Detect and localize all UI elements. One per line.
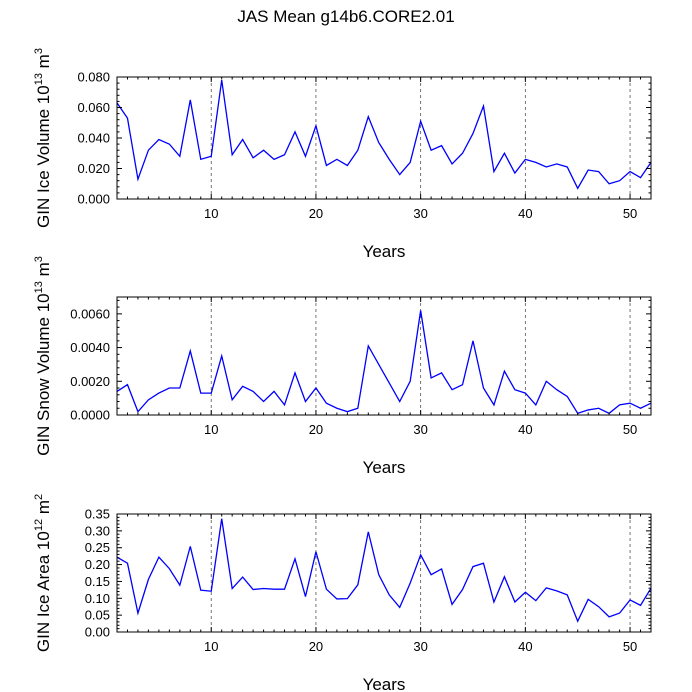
panel-1-ytick-label: 0.000 — [77, 192, 110, 207]
panel-2-series-line-1 — [116, 310, 652, 415]
panel-3-xtick-label: 20 — [309, 639, 323, 654]
panel-1-xtick-label: 40 — [518, 206, 532, 221]
panel-3-xtick-label: 30 — [413, 639, 427, 654]
panel-3-ytick-label: 0.30 — [85, 523, 110, 538]
panel-2-ytick-label: 0.0000 — [70, 408, 110, 423]
panel-3-ytick-label: 0.25 — [85, 540, 110, 555]
panel-1-xtick-label: 30 — [413, 206, 427, 221]
panel-1-ytick-label: 0.040 — [77, 131, 110, 146]
panel-1-x-axis-title: Years — [363, 242, 406, 261]
panel-2-xtick-label: 50 — [623, 422, 637, 437]
panel-1-ytick-label: 0.060 — [77, 100, 110, 115]
chart-title: JAS Mean g14b6.CORE2.01 — [237, 7, 454, 26]
panel-2-frame — [116, 296, 652, 416]
panel-3-ytick-label: 0.15 — [85, 574, 110, 589]
panel-2-xtick-label: 30 — [413, 422, 427, 437]
panel-3-frame — [116, 513, 652, 633]
panel-2-ytick-label: 0.0060 — [70, 306, 110, 321]
panel-2-ytick-label: 0.0020 — [70, 374, 110, 389]
panel-2-ytick-label: 0.0040 — [70, 340, 110, 355]
panel-2-xtick-label: 10 — [204, 422, 218, 437]
panel-3: 10 20 30 40 50 0.00 0.05 0.10 0.15 0.20 0.25 0.300.… — [33, 494, 652, 692]
panel-1-ytick-label: 0.020 — [77, 161, 110, 176]
panel-1-xtick-label: 50 — [623, 206, 637, 221]
panel-3-ytick-label: 0.10 — [85, 591, 110, 606]
panels: 10 20 30 40 50 0.000 0.020 0.040 0.060 0.080 Years… — [33, 48, 652, 692]
panel-1-ytick-label: 0.080 — [77, 70, 110, 85]
panel-3-xtick-label: 50 — [623, 639, 637, 654]
panel-1-xtick-label: 20 — [309, 206, 323, 221]
panel-3-ytick-label: 0.00 — [85, 625, 110, 640]
panel-2-xtick-label: 40 — [518, 422, 532, 437]
panel-2-x-axis-title: Years — [363, 458, 406, 477]
panel-1-series-line-1 — [116, 79, 652, 190]
panel-3-ytick-label: 0.05 — [85, 608, 110, 623]
panel-2-xtick-label: 20 — [309, 422, 323, 437]
panel-3-xtick-label: 40 — [518, 639, 532, 654]
panel-3-ytick-label: 0.20 — [85, 557, 110, 572]
panel-2-y-axis-title: GIN Snow Volume 1013 m3 — [33, 256, 53, 456]
panel-2: 10 20 30 40 50 0.0000 0.0020 0.0040 0.0060 Years G… — [33, 256, 652, 477]
panel-1: 10 20 30 40 50 0.000 0.020 0.040 0.060 0.080 Years… — [33, 48, 652, 261]
panel-3-ytick-label: 0.35 — [85, 507, 110, 522]
panel-1-y-axis-title: GIN Ice Volume 1013 m3 — [33, 48, 53, 228]
panel-3-series-line-1 — [116, 518, 652, 623]
panel-3-xtick-label: 10 — [204, 639, 218, 654]
panel-3-y-axis-title: GIN Ice Area 1012 m2 — [33, 494, 53, 652]
panel-1-xtick-label: 10 — [204, 206, 218, 221]
panel-3-x-axis-title: Years — [363, 675, 406, 692]
